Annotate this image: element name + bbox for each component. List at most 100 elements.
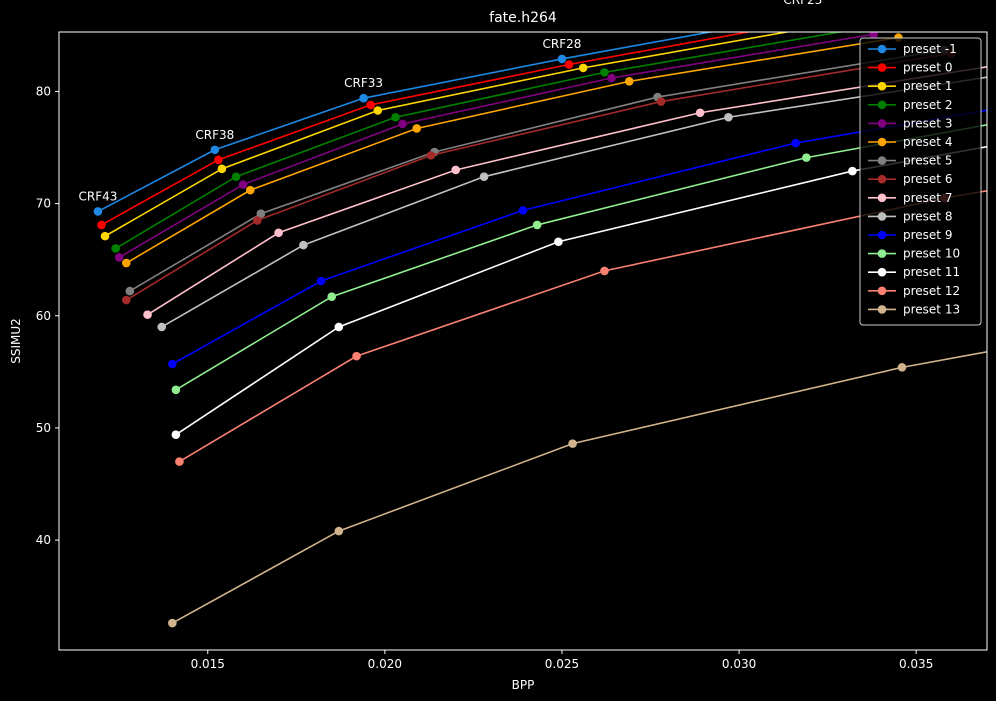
data-point (366, 100, 375, 110)
data-point (554, 237, 563, 247)
x-tick-label: 0.020 (368, 657, 402, 671)
data-point (359, 93, 368, 103)
data-point (578, 63, 588, 73)
data-point (327, 292, 337, 301)
data-point (253, 216, 262, 225)
legend-marker (877, 44, 887, 54)
series-2 (100, 32, 792, 241)
legend-marker (877, 267, 887, 277)
y-axis: 40 50 60 70 80 (36, 84, 59, 547)
data-point (238, 180, 248, 189)
x-axis-label: BPP (512, 678, 535, 692)
legend-item: preset 5 (868, 154, 952, 168)
legend-item: preset 3 (868, 116, 952, 130)
data-point (624, 77, 634, 86)
legend-label: preset 12 (903, 284, 960, 298)
legend-marker (877, 249, 887, 258)
y-tick-label: 70 (36, 197, 51, 211)
data-point (274, 228, 283, 238)
data-point (97, 220, 106, 230)
data-point (214, 155, 223, 165)
x-tick-label: 0.015 (191, 657, 225, 671)
data-point (168, 359, 177, 369)
series-4 (114, 32, 878, 262)
data-point (231, 172, 241, 181)
data-point (412, 124, 422, 133)
data-point (143, 310, 152, 319)
legend-marker (877, 212, 887, 221)
legend-marker (877, 81, 887, 91)
legend-label: preset 2 (903, 98, 952, 112)
series-9 (157, 76, 987, 332)
crf-annotation: CRF23 (783, 0, 822, 7)
series-3 (111, 32, 863, 253)
x-tick-label: 0.030 (722, 657, 756, 671)
data-point (518, 206, 528, 215)
data-point (245, 185, 255, 195)
data-point (100, 231, 110, 241)
data-point (656, 97, 666, 106)
data-point (121, 295, 131, 305)
legend-label: preset 6 (903, 172, 952, 186)
data-point (600, 68, 609, 77)
data-point (111, 244, 120, 253)
data-point (93, 207, 103, 216)
legend-marker (877, 63, 887, 72)
legend-label: preset 5 (903, 154, 952, 168)
series-8 (143, 65, 987, 319)
data-point (352, 351, 361, 361)
data-point (451, 165, 461, 175)
data-point (210, 145, 220, 155)
legend-item: preset -1 (868, 42, 957, 56)
data-point (316, 276, 326, 286)
legend-item: preset 8 (868, 209, 952, 223)
y-tick-label: 50 (36, 421, 51, 435)
crf-annotation: CRF28 (543, 37, 582, 51)
data-point (256, 209, 266, 218)
legend-marker (877, 230, 887, 240)
data-point (391, 112, 400, 122)
data-point (607, 73, 616, 83)
legend-label: preset 11 (903, 265, 960, 279)
legend-marker (877, 305, 887, 314)
legend-label: preset 0 (903, 61, 952, 75)
crf-annotation: CRF33 (344, 76, 383, 90)
legend-item: preset 2 (868, 98, 952, 112)
data-point (695, 108, 705, 118)
data-point (175, 457, 184, 466)
data-point (334, 322, 344, 332)
data-point (426, 151, 436, 160)
legend-item: preset 12 (868, 284, 960, 298)
data-point (171, 430, 181, 439)
data-point (564, 60, 574, 69)
data-point (299, 240, 308, 250)
legend-label: preset 10 (903, 247, 960, 261)
data-point (217, 164, 227, 174)
x-tick-label: 0.025 (545, 657, 579, 671)
legend-marker (877, 193, 887, 203)
data-point (557, 54, 567, 64)
legend-label: preset 1 (903, 79, 952, 93)
data-point (157, 322, 167, 332)
data-point (334, 526, 344, 536)
x-axis: 0.015 0.020 0.025 0.030 0.035 (191, 650, 933, 671)
legend-marker (877, 286, 887, 296)
data-point (791, 138, 801, 148)
legend-label: preset 8 (903, 209, 952, 223)
data-point (802, 153, 811, 162)
data-point (168, 618, 177, 628)
legend-marker (877, 174, 887, 184)
legend-item: preset 6 (868, 172, 952, 186)
legend-item: preset 4 (868, 135, 952, 149)
legend-marker (877, 119, 887, 128)
plot-frame (58, 31, 988, 651)
legend: preset -1 preset 0 preset 1 preset 2 preset … (859, 37, 982, 326)
legend-item: preset 7 (868, 191, 952, 205)
y-tick-label: 40 (36, 533, 51, 547)
data-point (869, 32, 878, 39)
data-point (114, 253, 124, 262)
y-axis-label: SSIMU2 (9, 318, 23, 364)
legend-label: preset 4 (903, 135, 952, 149)
